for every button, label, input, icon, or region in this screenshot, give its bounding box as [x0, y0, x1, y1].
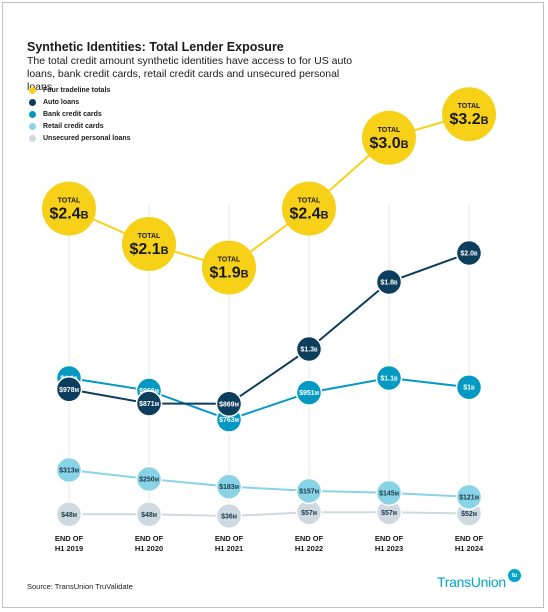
retail-credit-cards-point-1	[55, 456, 83, 484]
legend-item-unsecured-personal-loans: Unsecured personal loans	[29, 132, 131, 144]
auto-loans-label-6: $2.0B	[460, 251, 478, 258]
bank-credit-cards-point-4	[295, 379, 323, 406]
unsecured-personal-loans-label-4: $57M	[301, 510, 317, 517]
chart-subtitle: The total credit amount synthetic identi…	[27, 55, 353, 93]
unsecured-personal-loans-point-1	[55, 501, 83, 528]
auto-loans-label-4: $1.3B	[300, 347, 318, 354]
totals-prefix-4: TOTAL	[298, 198, 321, 205]
retail-credit-cards-label-2: $250M	[139, 477, 159, 484]
legend-swatch-bank-credit-cards	[29, 110, 36, 118]
retail-credit-cards-label-4: $157M	[299, 488, 319, 495]
auto-loans-point-4	[295, 335, 323, 363]
totals-label-4: $2.4B	[289, 206, 328, 223]
legend-item-totals: Four tradeline totals	[29, 84, 131, 96]
unsecured-personal-loans-label-2: $48M	[141, 512, 157, 519]
totals-point-3	[202, 240, 256, 295]
bank-credit-cards-label-6: $1B	[463, 385, 475, 392]
retail-credit-cards-point-5	[375, 479, 403, 507]
totals-prefix-6: TOTAL	[458, 103, 481, 110]
totals-label-5: $3.0B	[369, 135, 408, 152]
x-label-line2-2: H1 2020	[135, 544, 163, 553]
totals-point-1	[42, 181, 96, 236]
bank-credit-cards-point-6	[455, 373, 483, 401]
totals-point-4	[282, 181, 336, 236]
x-label-line2-4: H1 2022	[295, 544, 323, 553]
totals-point-5	[362, 110, 416, 165]
legend-label-unsecured-personal-loans: Unsecured personal loans	[43, 134, 131, 142]
x-label-line1-1: END OF	[55, 534, 84, 543]
legend-item-retail-credit-cards: Retail credit cards	[29, 120, 131, 132]
unsecured-personal-loans-point-2	[135, 501, 163, 528]
totals-prefix-5: TOTAL	[378, 127, 401, 134]
totals-point-2	[122, 217, 176, 271]
x-label-line2-1: H1 2019	[55, 544, 83, 553]
legend-item-bank-credit-cards: Bank credit cards	[29, 108, 131, 120]
retail-credit-cards-label-5: $145M	[379, 490, 399, 497]
legend-swatch-unsecured-personal-loans	[29, 134, 36, 142]
totals-prefix-1: TOTAL	[58, 198, 81, 205]
logo-text: TransUnion	[437, 574, 506, 590]
auto-loans-label-3: $869M	[219, 401, 239, 408]
legend-swatch-auto-loans	[29, 98, 36, 106]
auto-loans-point-6	[455, 239, 483, 267]
auto-loans-label-1: $978M	[59, 387, 79, 394]
retail-credit-cards-point-3	[215, 473, 243, 500]
logo-mark-icon: tu	[507, 569, 521, 582]
x-label-line1-6: END OF	[455, 534, 484, 543]
unsecured-personal-loans-label-3: $36M	[221, 513, 237, 520]
x-label-line2-5: H1 2023	[375, 544, 403, 553]
totals-prefix-2: TOTAL	[138, 233, 161, 240]
unsecured-personal-loans-label-1: $48M	[61, 512, 77, 519]
bank-credit-cards-label-4: $951M	[299, 390, 319, 397]
auto-loans-point-2	[135, 390, 163, 417]
totals-point-6	[442, 87, 496, 142]
totals-label-1: $2.4B	[49, 206, 88, 223]
legend: Four tradeline totals Auto loans Bank cr…	[29, 84, 131, 144]
legend-label-totals: Four tradeline totals	[43, 86, 111, 94]
auto-loans-point-1	[55, 376, 83, 403]
bank-credit-cards-label-5: $1.1B	[380, 376, 398, 383]
legend-item-auto-loans: Auto loans	[29, 96, 131, 108]
retail-credit-cards-label-3: $183M	[219, 484, 239, 491]
totals-label-3: $1.9B	[209, 265, 248, 282]
x-label-line1-2: END OF	[135, 534, 164, 543]
transunion-logo: TransUnion tu	[437, 569, 521, 590]
totals-label-2: $2.1B	[129, 241, 168, 258]
unsecured-personal-loans-label-6: $52M	[461, 511, 477, 518]
chart-title: Synthetic Identities: Total Lender Expos…	[27, 40, 284, 54]
x-label-line1-5: END OF	[375, 534, 404, 543]
totals-prefix-3: TOTAL	[218, 257, 241, 264]
auto-loans-label-5: $1.8B	[380, 280, 398, 287]
legend-label-retail-credit-cards: Retail credit cards	[43, 122, 104, 130]
unsecured-personal-loans-point-3	[215, 502, 243, 530]
auto-loans-point-3	[215, 390, 243, 418]
retail-credit-cards-point-6	[455, 483, 483, 511]
bank-credit-cards-line	[68, 376, 470, 421]
retail-credit-cards-label-6: $121M	[459, 494, 479, 501]
retail-credit-cards-point-2	[135, 465, 163, 493]
totals-label-6: $3.2B	[449, 111, 488, 128]
retail-credit-cards-point-4	[295, 477, 323, 505]
unsecured-personal-loans-label-5: $57M	[381, 510, 397, 517]
bank-credit-cards-label-3: $763M	[219, 417, 239, 424]
auto-loans-label-2: $871M	[139, 401, 159, 408]
retail-credit-cards-label-1: $313M	[59, 468, 79, 475]
x-label-line2-6: H1 2024	[455, 544, 484, 553]
source-note: Source: TransUnion TruValidate	[27, 582, 133, 591]
auto-loans-line	[68, 252, 470, 405]
x-label-line1-3: END OF	[215, 534, 244, 543]
x-label-line2-3: H1 2021	[215, 544, 243, 553]
bank-credit-cards-point-5	[375, 364, 403, 392]
legend-swatch-retail-credit-cards	[29, 122, 36, 130]
retail-credit-cards-line	[68, 469, 470, 498]
unsecured-personal-loans-line	[69, 511, 470, 517]
x-label-line1-4: END OF	[295, 534, 324, 543]
legend-label-auto-loans: Auto loans	[43, 98, 80, 106]
legend-label-bank-credit-cards: Bank credit cards	[43, 110, 102, 118]
auto-loans-point-5	[375, 268, 403, 296]
legend-swatch-totals	[29, 86, 36, 94]
